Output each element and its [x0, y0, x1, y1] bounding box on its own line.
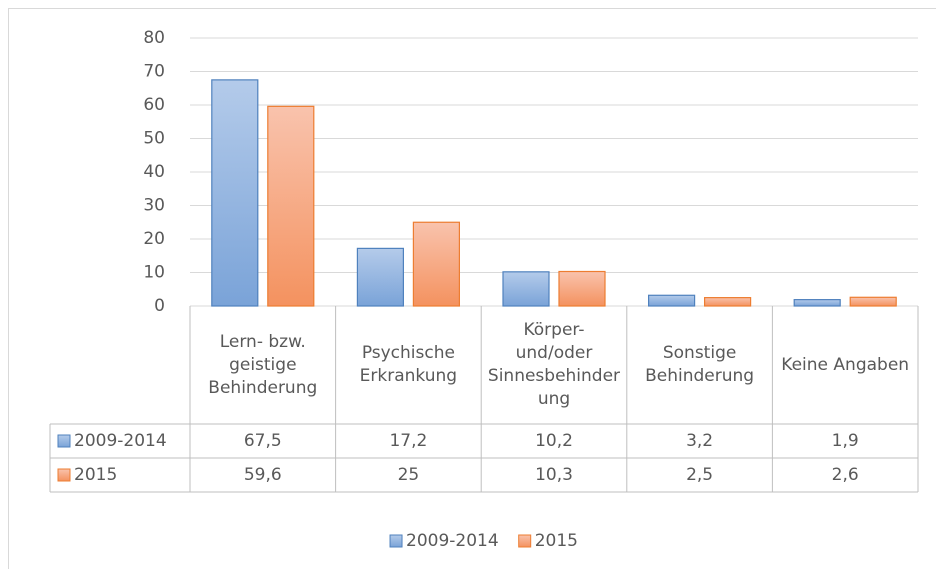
- x-tick-label: Keine Angaben: [781, 354, 910, 375]
- y-tick-label: 30: [143, 196, 165, 216]
- table-value: 10,3: [535, 465, 573, 485]
- y-tick-label: 70: [143, 62, 165, 82]
- legend-label: 2009-2014: [406, 531, 499, 551]
- y-tick-label: 80: [143, 28, 165, 48]
- legend-key: [57, 468, 71, 482]
- table-value: 25: [398, 465, 420, 485]
- legend-label: 2015: [535, 531, 578, 551]
- y-tick-label: 60: [143, 95, 165, 115]
- bar: [267, 105, 315, 307]
- category-cell: Lern- bzw. geistige Behinderung: [208, 331, 318, 398]
- y-tick-label: 40: [143, 162, 165, 182]
- y-tick-label: 50: [143, 129, 165, 149]
- bar: [647, 294, 696, 307]
- bar: [558, 270, 606, 307]
- bar: [211, 79, 259, 307]
- x-tick-label: Lern- bzw. geistige Behinderung: [208, 331, 318, 398]
- bar: [502, 271, 550, 307]
- table-value: 59,6: [244, 465, 282, 485]
- table-value: 1,9: [832, 431, 859, 451]
- table-series-name: 2015: [74, 465, 117, 485]
- x-tick-label: Psychische Erkrankung: [359, 343, 458, 386]
- table-value: 10,2: [535, 431, 573, 451]
- table-value: 67,5: [244, 431, 282, 451]
- y-tick-label: 10: [143, 263, 165, 283]
- x-tick-label: Sonstige Behinderung: [645, 343, 755, 386]
- x-tick-label: Körper- und/oder Sinnesbehinderung: [487, 320, 621, 409]
- y-tick-label: 20: [143, 229, 165, 249]
- bar: [412, 221, 460, 307]
- table-value: 2,5: [686, 465, 713, 485]
- legend-key: [389, 534, 403, 548]
- bar: [703, 297, 752, 307]
- table-series-name: 2009-2014: [74, 431, 167, 451]
- bar: [356, 247, 404, 307]
- category-cell: Psychische Erkrankung: [359, 343, 458, 386]
- bar: [849, 296, 897, 307]
- table-value: 3,2: [686, 431, 713, 451]
- bar: [793, 299, 841, 307]
- legend: 2009-2014 2015: [389, 531, 578, 551]
- table-value: 2,6: [832, 465, 859, 485]
- category-cell: Körper- und/oder Sinnesbehinderung: [487, 320, 621, 409]
- y-tick-label: 0: [154, 296, 165, 316]
- legend-key: [57, 434, 71, 448]
- table-value: 17,2: [389, 431, 427, 451]
- legend-key: [518, 534, 532, 548]
- category-cell: Keine Angaben: [781, 354, 910, 375]
- chart-border: [8, 8, 936, 569]
- category-cell: Sonstige Behinderung: [645, 343, 755, 386]
